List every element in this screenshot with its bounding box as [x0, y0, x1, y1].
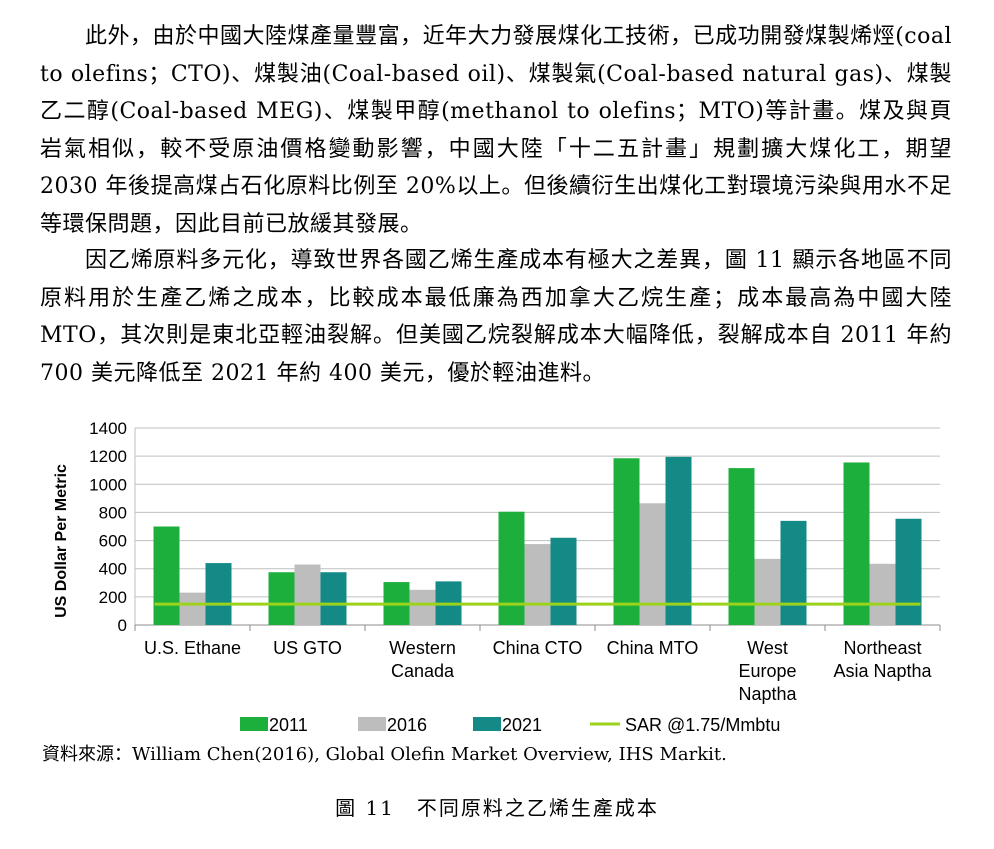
x-category-label: U.S. Ethane	[144, 638, 241, 658]
source-note: 資料來源：William Chen(2016), Global Olefin M…	[42, 744, 727, 765]
legend-label: 2011	[269, 715, 308, 735]
bar-2011	[728, 468, 755, 625]
legend-label: SAR @1.75/Mmbtu	[625, 715, 780, 735]
y-tick-label: 1200	[89, 447, 127, 466]
bar-2016	[409, 589, 436, 625]
y-axis-ticks: 1400 1200 1000 800 600 400 200 0	[89, 419, 127, 635]
bar-2011	[613, 458, 640, 625]
bar-2021	[780, 520, 807, 625]
bar-2016	[754, 558, 781, 625]
x-category-label: China MTO	[607, 638, 699, 658]
y-axis-label: US Dollar Per Metric	[53, 464, 70, 618]
bar-2021	[665, 456, 692, 625]
y-tick-label: 800	[99, 503, 127, 522]
y-tick-label: 600	[99, 532, 127, 551]
bar-2016	[294, 564, 321, 625]
y-tick-label: 0	[118, 616, 127, 635]
bar-series	[153, 456, 922, 625]
x-category-label: Canada	[391, 661, 455, 681]
y-tick-label: 1000	[89, 475, 127, 494]
figure-caption: 圖 11 不同原料之乙烯生產成本	[335, 796, 659, 820]
bar-2021	[550, 537, 577, 625]
bar-2021	[895, 518, 922, 625]
bar-2021	[320, 572, 347, 625]
y-tick-label: 200	[99, 588, 127, 607]
x-category-label: US GTO	[273, 638, 342, 658]
legend-swatch-2016	[358, 717, 386, 731]
bar-2011	[498, 511, 525, 625]
x-category-label: Asia Naptha	[833, 661, 932, 681]
bar-2016	[524, 544, 551, 625]
legend-swatch-2021	[473, 717, 501, 731]
x-category-label: West	[747, 638, 788, 658]
y-tick-label: 1400	[89, 419, 127, 438]
chart-legend: 2011 2016 2021 SAR @1.75/Mmbtu	[240, 715, 780, 735]
x-category-label: Western	[389, 638, 456, 658]
paragraph-ethylene-cost: 因乙烯原料多元化，導致世界各國乙烯生產成本有極大之差異，圖 11 顯示各地區不同…	[40, 248, 952, 386]
paragraph-coal-chemical: 此外，由於中國大陸煤產量豐富，近年大力發展煤化工技術，已成功開發煤製烯烴(coa…	[40, 24, 952, 237]
bar-2016	[639, 503, 666, 625]
bar-2021	[205, 563, 232, 625]
x-category-label: China CTO	[493, 638, 583, 658]
x-category-label: Naptha	[738, 684, 797, 704]
bar-2011	[843, 462, 870, 625]
x-category-label: Europe	[738, 661, 796, 681]
x-category-label: Northeast	[843, 638, 921, 658]
legend-label: 2021	[502, 715, 542, 735]
bar-2011	[153, 526, 180, 625]
y-tick-label: 400	[99, 560, 127, 579]
legend-label: 2016	[387, 715, 427, 735]
x-axis-labels: U.S. Ethane US GTO Western Canada China CTO C…	[144, 638, 933, 704]
bar-2011	[268, 572, 295, 625]
legend-swatch-2011	[240, 717, 268, 731]
ethylene-cost-chart: 1400 1200 1000 800 600 400 200 0 US Dollar Per …	[53, 419, 941, 735]
bar-2016	[179, 592, 206, 625]
bar-2016	[869, 563, 896, 625]
